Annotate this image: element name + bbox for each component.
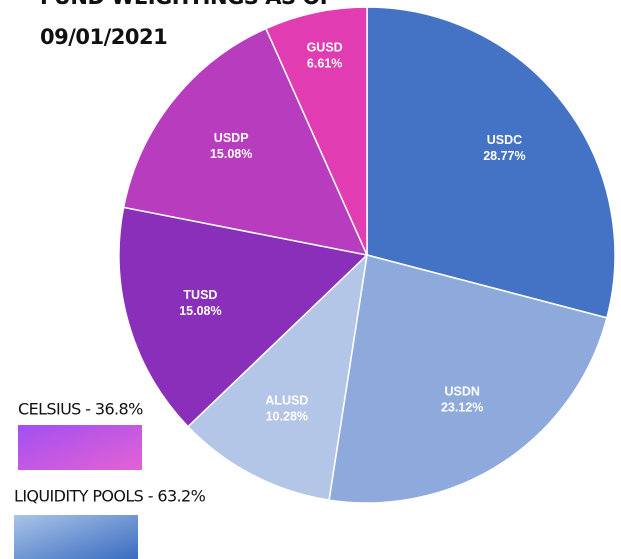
slice-label: ALUSD	[265, 393, 308, 407]
slice-value-label: 10.28%	[266, 409, 308, 423]
pie: USDC 28.77% USDN 23.12% ALUSD 10.28% TUSD 15.08…	[118, 6, 616, 504]
slice-value-label: 15.08%	[210, 147, 252, 161]
pie-slice	[366, 6, 616, 319]
chart-subtitle: 09/01/2021	[40, 25, 167, 49]
group-swatch	[18, 425, 142, 470]
group-swatch	[14, 515, 138, 559]
pie-slice	[264, 6, 368, 256]
slice-value-label: 6.61%	[307, 56, 342, 70]
slice-value-label: 23.12%	[441, 400, 483, 414]
slice-value-label: 15.08%	[179, 304, 221, 318]
slice-label: TUSD	[183, 288, 217, 302]
slice-label: USDN	[444, 384, 479, 398]
pie-slice	[122, 27, 369, 257]
group-label: CELSIUS - 36.8%	[18, 400, 143, 419]
pie-slice	[328, 254, 608, 504]
group-label: LIQUIDITY POOLS - 63.2%	[14, 487, 206, 506]
pie-slice	[118, 206, 369, 428]
slice-label: USDP	[214, 131, 249, 145]
slice-label: USDC	[487, 133, 522, 147]
chart-title: FUND WEIGHTINGS AS OF	[40, 0, 334, 9]
slice-label: GUSD	[307, 40, 343, 54]
slice-value-label: 28.77%	[483, 149, 525, 163]
pie-slice	[186, 252, 369, 501]
